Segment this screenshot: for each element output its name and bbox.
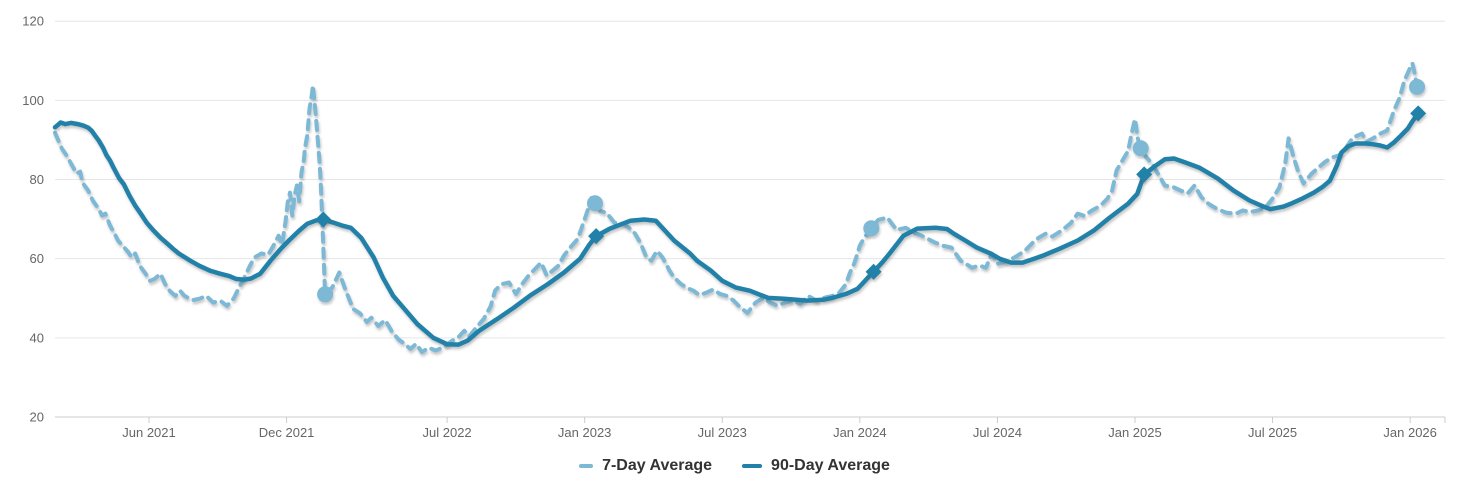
7-day-average-legend-label: 7-Day Average bbox=[602, 457, 713, 474]
y-axis-label: 80 bbox=[30, 172, 44, 187]
x-axis-label: Jan 2025 bbox=[1108, 425, 1162, 440]
ninety-day-marker[interactable] bbox=[315, 211, 332, 228]
ninety-day-marker[interactable] bbox=[1136, 166, 1153, 183]
y-axis-label: 40 bbox=[30, 330, 44, 345]
ninety-day-marker[interactable] bbox=[588, 228, 605, 245]
legend-item-7-day-average[interactable]: 7-Day Average bbox=[579, 457, 712, 475]
7-day-average-legend-swatch bbox=[579, 464, 594, 468]
x-axis-label: Jul 2025 bbox=[1248, 425, 1297, 440]
x-axis-label: Dec 2021 bbox=[259, 425, 315, 440]
seven-day-marker[interactable] bbox=[1409, 78, 1426, 95]
90-day-average-legend-swatch bbox=[742, 464, 763, 468]
y-axis-label: 120 bbox=[22, 14, 44, 29]
seven-day-marker[interactable] bbox=[586, 195, 603, 212]
x-axis-label: Jul 2022 bbox=[423, 425, 472, 440]
90-day-average-legend-label: 90-Day Average bbox=[771, 457, 890, 474]
chart-legend: 7-Day Average 90-Day Average bbox=[0, 457, 1469, 475]
legend-item-90-day-average[interactable]: 90-Day Average bbox=[742, 457, 890, 475]
y-axis-label: 60 bbox=[30, 251, 44, 266]
seven-day-average-line[interactable] bbox=[53, 61, 1419, 355]
y-axis-label: 100 bbox=[22, 93, 44, 108]
x-axis-label: Jan 2024 bbox=[833, 425, 887, 440]
y-axis-label: 20 bbox=[30, 410, 44, 425]
x-axis-label: Jun 2021 bbox=[122, 425, 176, 440]
x-axis-label: Jul 2024 bbox=[973, 425, 1022, 440]
ninety-day-marker[interactable] bbox=[1410, 105, 1427, 122]
ninety-day-marker[interactable] bbox=[865, 263, 882, 280]
x-axis-label: Jul 2023 bbox=[698, 425, 747, 440]
ninety-day-average-line[interactable] bbox=[52, 111, 1421, 347]
seven-day-marker[interactable] bbox=[317, 286, 334, 303]
x-axis-label: Jan 2023 bbox=[558, 425, 612, 440]
x-axis-label: Jan 2026 bbox=[1383, 425, 1437, 440]
seven-day-marker[interactable] bbox=[863, 220, 880, 237]
seven-day-marker[interactable] bbox=[1132, 140, 1149, 157]
